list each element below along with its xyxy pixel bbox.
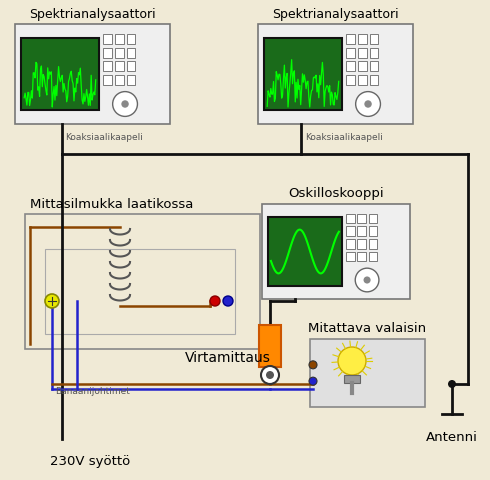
Bar (103, 62, 112, 72)
Circle shape (309, 377, 317, 385)
Bar (259, 325, 281, 367)
Text: Virtamittaus: Virtamittaus (185, 350, 271, 364)
Bar (346, 35, 355, 45)
Circle shape (448, 380, 456, 388)
Bar (358, 62, 367, 72)
Circle shape (261, 366, 279, 384)
Bar (25, 215, 260, 349)
Bar (369, 35, 378, 45)
Bar (310, 339, 425, 407)
Bar (358, 240, 366, 249)
Text: Spektrianalysaattori: Spektrianalysaattori (272, 8, 399, 21)
Text: 230V syöttö: 230V syöttö (49, 454, 130, 467)
Bar (346, 62, 355, 72)
Bar (126, 35, 135, 45)
Bar (115, 35, 123, 45)
Bar (268, 218, 342, 286)
Text: Mitattava valaisin: Mitattava valaisin (308, 321, 427, 334)
Text: Oskilloskooppi: Oskilloskooppi (288, 187, 384, 200)
Bar (358, 35, 367, 45)
Bar (15, 25, 170, 125)
Bar (103, 75, 112, 85)
Bar (346, 75, 355, 85)
Circle shape (266, 371, 274, 379)
Text: Koaksiaalikaapeli: Koaksiaalikaapeli (66, 133, 144, 142)
Bar (45, 250, 235, 334)
Bar (262, 204, 410, 300)
Bar (346, 214, 354, 224)
Bar (264, 39, 342, 111)
Bar (368, 252, 377, 262)
Bar (126, 62, 135, 72)
Circle shape (210, 296, 220, 306)
Bar (21, 39, 98, 111)
Bar (103, 35, 112, 45)
Bar (368, 214, 377, 224)
Circle shape (364, 277, 370, 284)
Bar (358, 214, 366, 224)
Text: Banaanijohtimet: Banaanijohtimet (55, 386, 130, 395)
Bar (368, 240, 377, 249)
Bar (346, 252, 354, 262)
Bar (115, 75, 123, 85)
Bar (358, 48, 367, 59)
Bar (115, 62, 123, 72)
Bar (369, 75, 378, 85)
Circle shape (338, 347, 366, 375)
Bar (103, 48, 112, 59)
Circle shape (45, 294, 59, 308)
Bar (258, 25, 413, 125)
Text: Koaksiaalikaapeli: Koaksiaalikaapeli (305, 133, 383, 142)
Bar (346, 48, 355, 59)
Bar (368, 227, 377, 236)
Circle shape (309, 361, 317, 369)
Bar (115, 48, 123, 59)
Circle shape (356, 93, 380, 117)
Text: Antenni: Antenni (426, 430, 478, 443)
Bar (346, 227, 354, 236)
Circle shape (365, 101, 372, 108)
Bar (358, 227, 366, 236)
Circle shape (113, 93, 138, 117)
Circle shape (355, 269, 379, 292)
Bar (358, 75, 367, 85)
Text: Spektrianalysaattori: Spektrianalysaattori (29, 8, 156, 21)
Bar (358, 252, 366, 262)
Text: Mittasilmukka laatikossa: Mittasilmukka laatikossa (30, 198, 194, 211)
Bar (126, 75, 135, 85)
Bar (346, 240, 354, 249)
Bar (126, 48, 135, 59)
Circle shape (122, 101, 129, 108)
Bar (344, 375, 360, 383)
Circle shape (223, 296, 233, 306)
Bar (369, 48, 378, 59)
Bar (369, 62, 378, 72)
